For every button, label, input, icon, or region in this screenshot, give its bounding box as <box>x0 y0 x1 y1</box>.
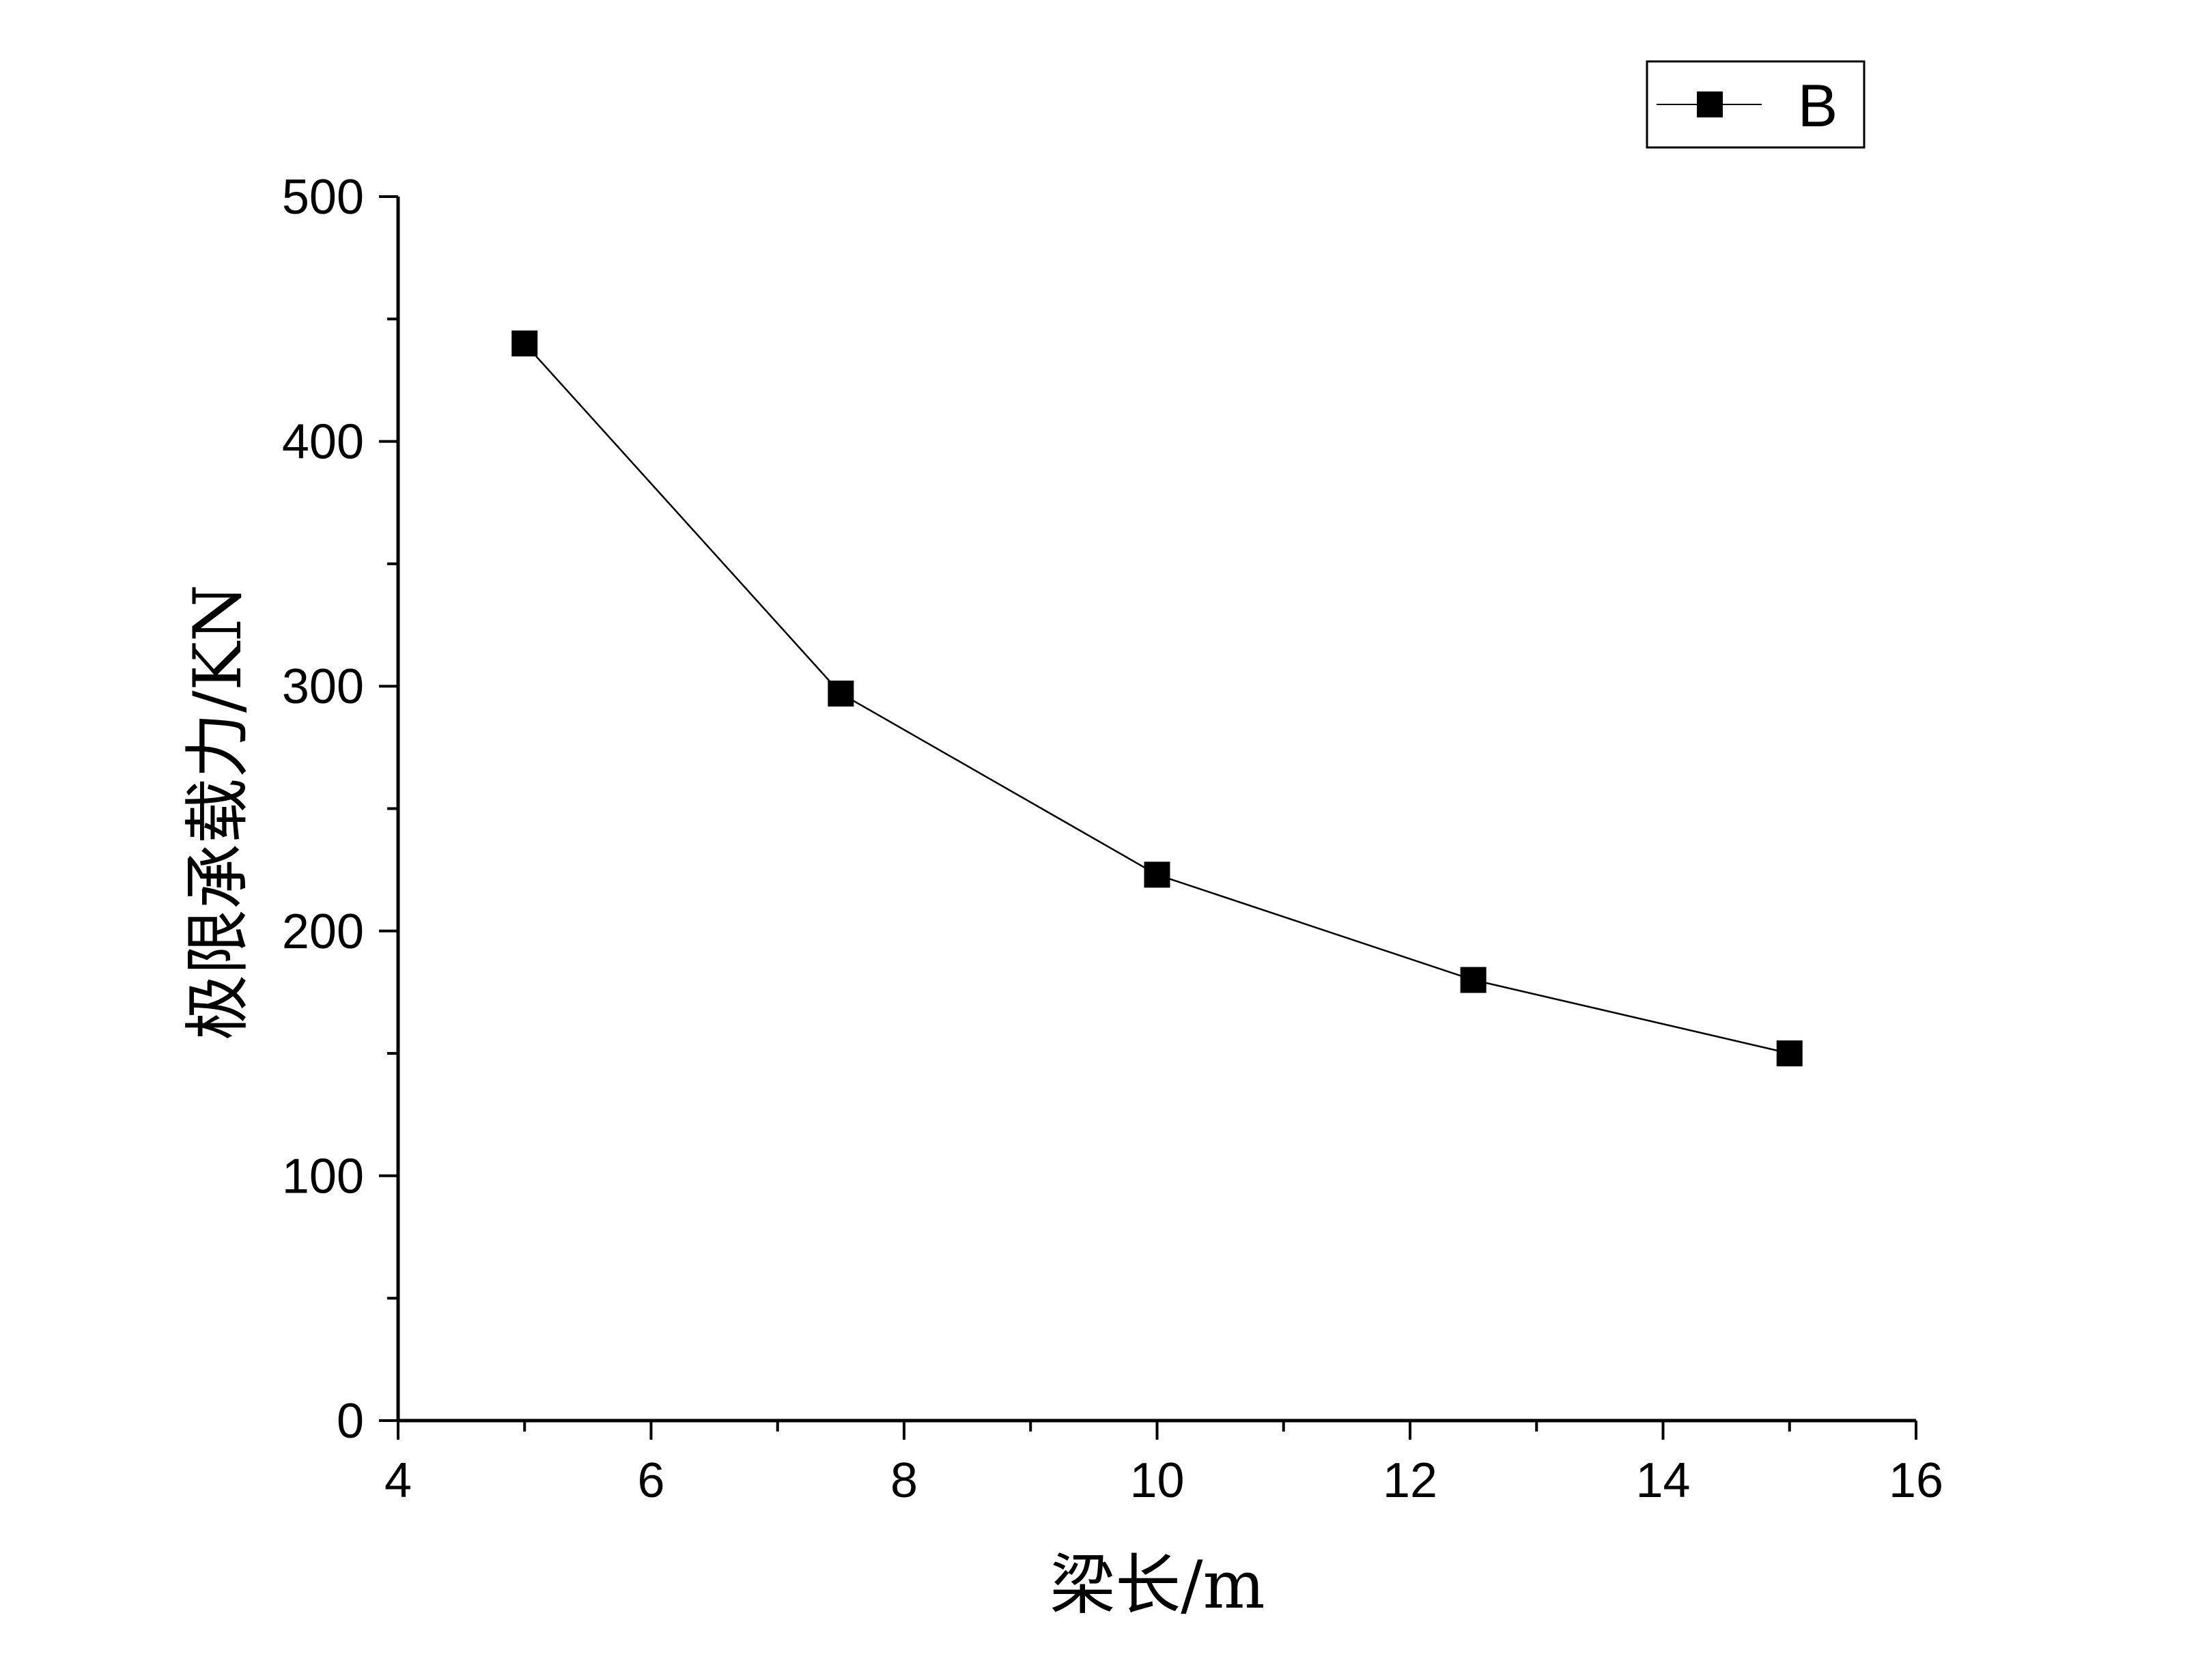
x-tick-label: 10 <box>1129 1453 1184 1508</box>
y-tick-label: 100 <box>282 1149 364 1204</box>
legend-label: B <box>1798 72 1838 139</box>
x-tick-label: 16 <box>1889 1453 1943 1508</box>
y-axis-title: 极限承载力/KN <box>180 584 256 1040</box>
x-tick-label: 4 <box>384 1453 412 1508</box>
y-tick-label: 500 <box>282 170 364 225</box>
data-point-marker <box>828 680 854 707</box>
data-point-marker <box>1776 1040 1803 1067</box>
legend-marker <box>1697 91 1723 117</box>
y-tick-label: 200 <box>282 905 364 959</box>
data-point-marker <box>1144 862 1170 888</box>
axes <box>396 197 1916 1423</box>
x-axis-title: 梁长/m <box>1050 1547 1265 1623</box>
x-tick-label: 14 <box>1635 1453 1690 1508</box>
y-tick-label: 400 <box>282 415 364 470</box>
legend: B <box>1646 60 1866 149</box>
ticks <box>379 195 1917 1440</box>
x-tick-label: 6 <box>637 1453 664 1508</box>
tick-labels: 4 6 8 10 12 14 16 0 100 200 300 400 500 <box>282 170 1943 1508</box>
y-tick-label: 300 <box>282 659 364 714</box>
series-line <box>524 343 1790 1055</box>
y-tick-label: 0 <box>337 1394 364 1449</box>
data-point-marker <box>1460 967 1487 993</box>
x-tick-label: 8 <box>890 1453 918 1508</box>
series-layer <box>511 330 1803 1067</box>
x-tick-label: 12 <box>1383 1453 1437 1508</box>
data-point-marker <box>511 330 538 357</box>
